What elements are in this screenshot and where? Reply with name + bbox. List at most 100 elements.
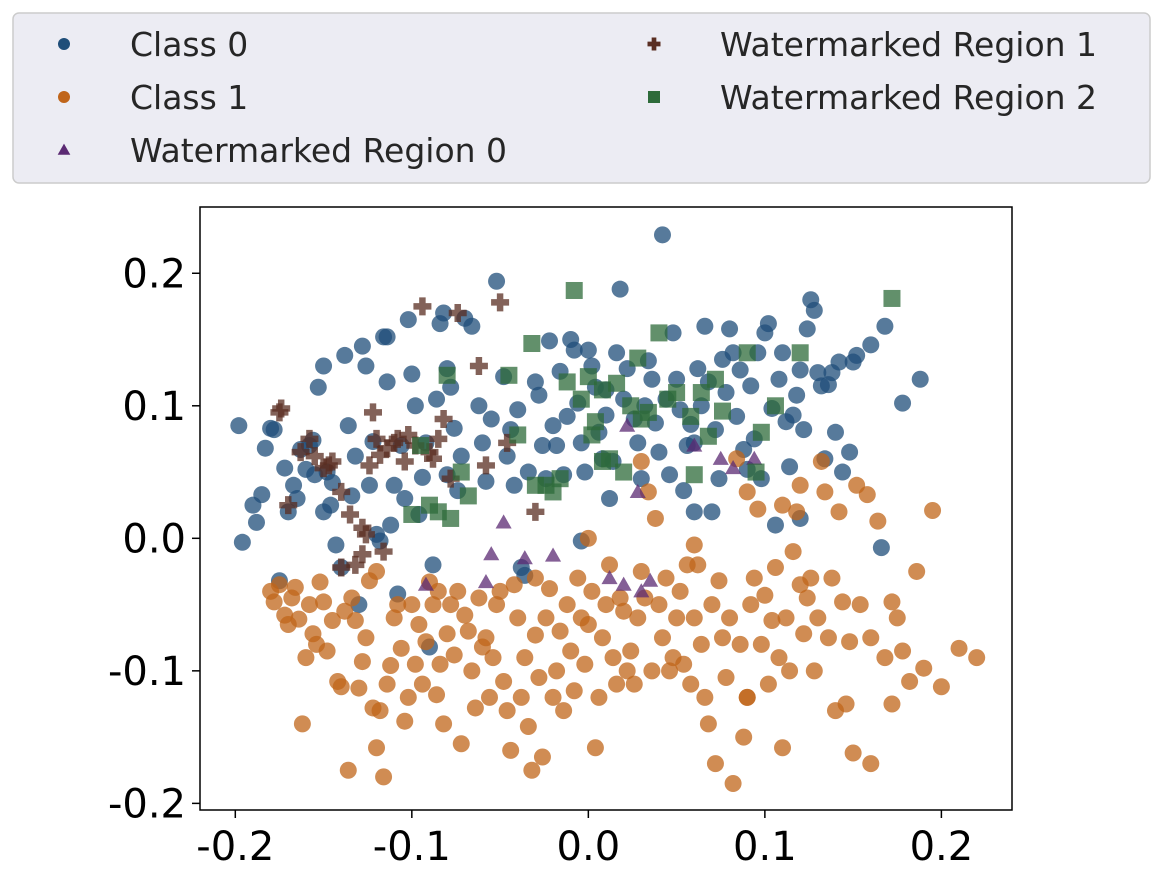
- series-1-point-108: [650, 596, 668, 614]
- series-1-point-140: [763, 611, 781, 629]
- series-0-point-104: [643, 370, 661, 388]
- legend-label-2: Watermarked Region 0: [130, 131, 507, 170]
- series-1-point-13: [311, 573, 329, 591]
- series-0-point-126: [721, 320, 739, 338]
- series-1-point-190: [738, 483, 756, 501]
- series-1-point-136: [749, 500, 767, 518]
- series-1-point-188: [632, 562, 650, 580]
- series-1-point-173: [901, 672, 919, 690]
- legend-marker-2: [57, 143, 71, 155]
- series-0-point-74: [530, 386, 548, 404]
- series-1-point-68: [509, 609, 527, 627]
- series-1-point-131: [731, 635, 749, 653]
- series-0-point-94: [601, 490, 619, 508]
- series-3-point-26: [429, 429, 448, 448]
- series-1-point-111: [661, 662, 679, 680]
- series-2-point-4: [516, 550, 533, 565]
- series-3-point-12: [356, 525, 375, 544]
- y-tick-label-2: 0.0: [122, 516, 186, 562]
- series-4-point-37: [738, 344, 756, 362]
- series-0-point-107: [653, 226, 671, 244]
- series-4-point-40: [766, 397, 784, 415]
- series-0-point-140: [770, 370, 788, 388]
- series-3-point-11: [353, 518, 372, 537]
- series-1-point-75: [533, 748, 551, 766]
- series-4-point-31: [682, 407, 700, 425]
- series-1-point-123: [703, 596, 721, 614]
- series-2-point-9: [629, 483, 646, 498]
- series-0-point-88: [579, 341, 597, 359]
- series-1-point-31: [378, 675, 396, 693]
- series-3-point-24: [420, 443, 439, 462]
- series-0-point-175: [378, 328, 396, 346]
- series-1-point-176: [924, 501, 942, 519]
- series-1-point-145: [781, 662, 799, 680]
- series-1-point-118: [685, 609, 703, 627]
- series-1-point-21: [343, 589, 361, 607]
- series-4-point-27: [639, 403, 657, 421]
- series-1-point-132: [735, 728, 753, 746]
- series-1-point-44: [424, 596, 442, 614]
- series-1-point-32: [382, 657, 400, 675]
- series-0-point-139: [766, 516, 784, 534]
- series-1-point-1: [265, 593, 283, 611]
- series-1-point-53: [456, 606, 474, 624]
- series-2-point-3: [495, 514, 512, 529]
- series-3-point-2: [279, 496, 298, 515]
- series-1-point-79: [548, 662, 566, 680]
- series-1-point-51: [449, 582, 467, 600]
- series-0-point-19: [315, 357, 333, 375]
- series-0-point-144: [784, 406, 802, 424]
- series-1-point-55: [463, 662, 481, 680]
- series-1-point-61: [484, 649, 502, 667]
- series-1-point-89: [583, 582, 601, 600]
- series-4-point-41: [791, 344, 809, 362]
- series-0-point-5: [256, 439, 274, 457]
- series-1-point-2: [270, 576, 288, 594]
- y-tick-label-4: 0.2: [122, 251, 186, 297]
- series-0-point-166: [911, 370, 929, 388]
- series-3-point-27: [434, 410, 453, 429]
- series-1-point-165: [851, 596, 869, 614]
- series-0-point-87: [576, 463, 594, 481]
- series-1-point-69: [512, 688, 530, 706]
- series-1-point-107: [646, 509, 664, 527]
- x-tick-label-3: 0.1: [733, 824, 797, 870]
- legend: Class 0 Class 1 Watermarked Region 0 Waterm…: [12, 12, 1151, 184]
- series-3-point-31: [476, 456, 495, 475]
- series-0-point-109: [661, 466, 679, 484]
- series-1-point-76: [537, 609, 555, 627]
- series-0-point-151: [809, 364, 827, 382]
- series-0-point-45: [406, 397, 424, 415]
- series-0-point-72: [519, 463, 537, 481]
- series-0-point-23: [327, 536, 345, 554]
- series-0-point-39: [385, 476, 403, 494]
- series-3-point-21: [399, 425, 418, 444]
- series-1-point-191: [791, 476, 809, 494]
- series-0-point-145: [788, 386, 806, 404]
- series-0-point-129: [731, 361, 749, 379]
- series-1-point-120: [692, 635, 710, 653]
- series-3-point-9: [332, 482, 351, 501]
- series-0-point-165: [894, 394, 912, 412]
- series-2-point-10: [633, 583, 650, 598]
- series-0-point-111: [668, 370, 686, 388]
- series-0-point-56: [445, 419, 463, 437]
- series-1-point-166: [858, 486, 876, 504]
- series-4-point-32: [685, 466, 703, 484]
- y-tick-label-3: 0.1: [122, 384, 186, 430]
- series-3-point-28: [441, 469, 460, 488]
- series-1-point-184: [429, 582, 447, 600]
- series-1-point-78: [544, 688, 562, 706]
- series-0-point-157: [830, 353, 848, 371]
- series-0-point-53: [435, 304, 453, 322]
- series-4-point-13: [551, 470, 569, 488]
- series-0-point-11: [285, 476, 303, 494]
- series-3-point-5: [305, 447, 324, 466]
- series-1-point-93: [597, 596, 615, 614]
- series-0-point-79: [548, 437, 566, 455]
- series-0-point-148: [798, 320, 816, 338]
- series-1-point-59: [477, 629, 495, 647]
- series-1-point-174: [908, 562, 926, 580]
- series-1-point-41: [413, 675, 431, 693]
